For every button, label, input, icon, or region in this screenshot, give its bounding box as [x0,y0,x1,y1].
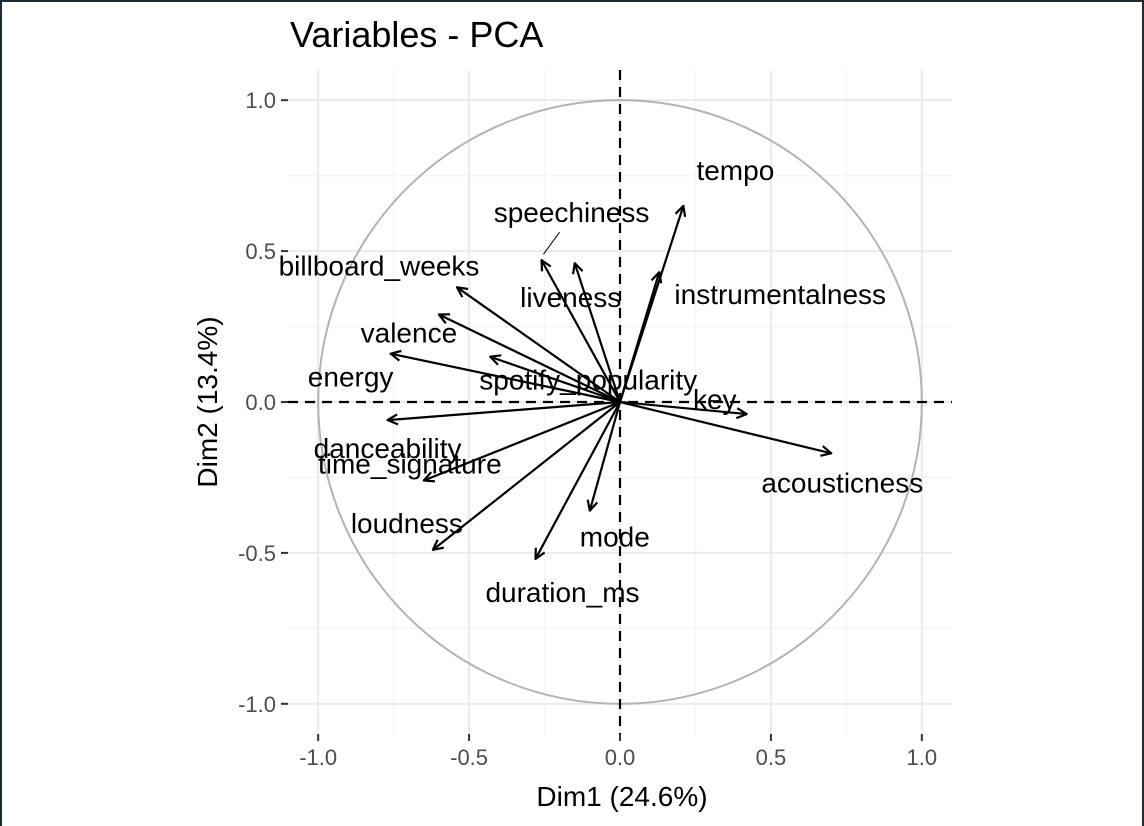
y-tick-label: -0.5 [238,541,276,566]
chart-title: Variables - PCA [290,14,543,55]
vector-arrow-spotify_popularity [490,357,621,404]
vector-arrow-billboard_weeks [457,287,621,403]
y-tick-label: -1.0 [238,692,276,717]
vector-label-key: key [693,384,737,415]
x-axis-title: Dim1 (24.6%) [536,781,707,812]
vector-arrow-energy [391,354,621,404]
vector-arrow-loudness [433,401,621,550]
vector-label-danceability: danceability [314,433,462,464]
label-leader-line [543,231,560,255]
x-tick-label: 0.5 [756,745,787,770]
vector-label-mode: mode [580,522,650,553]
vector-label-time_signature: time_signature [318,448,502,479]
vector-label-duration_ms: duration_ms [485,577,639,608]
vector-label-instrumentalness: instrumentalness [674,279,886,310]
y-tick-label: 0.0 [245,390,276,415]
x-tick-label: -0.5 [450,745,488,770]
vector-label-spotify_popularity: spotify_popularity [479,365,697,396]
vector-arrow-key [619,400,747,414]
vector-arrow-acousticness [619,400,831,453]
vector-label-tempo: tempo [696,155,774,186]
vector-label-valence: valence [361,317,458,348]
x-tick-label: -1.0 [299,745,337,770]
vector-label-billboard_weeks: billboard_weeks [279,250,480,281]
vector-arrow-time_signature [424,400,621,480]
variable-labels: tempo speechiness billboard_weeks liveness i… [279,155,924,608]
vector-arrow-duration_ms [535,401,621,559]
axes: -1.0 1.0 -0.5 0.5 0.0 0.0 0.5 -0.5 1.0 -1.0 [238,88,937,770]
vector-label-liveness: liveness [520,282,621,313]
y-tick-label: 0.5 [245,239,276,264]
vector-arrow-valence [439,314,621,403]
vector-label-energy: energy [308,362,394,393]
vector-label-speechiness: speechiness [494,197,650,228]
vector-arrow-liveness [575,263,622,403]
y-tick-label: 1.0 [245,88,276,113]
variable-vectors [388,206,832,559]
vector-arrow-speechiness [542,260,621,403]
x-tick-label: 0.0 [605,745,636,770]
y-axis-title: Dim2 (13.4%) [192,316,223,487]
vector-arrow-danceability [388,400,621,420]
vector-arrow-instrumentalness [618,272,659,403]
x-tick-label: 1.0 [907,745,938,770]
vector-label-loudness: loudness [351,508,463,539]
vector-label-acousticness: acousticness [761,467,923,498]
vector-arrow-mode [590,401,622,511]
